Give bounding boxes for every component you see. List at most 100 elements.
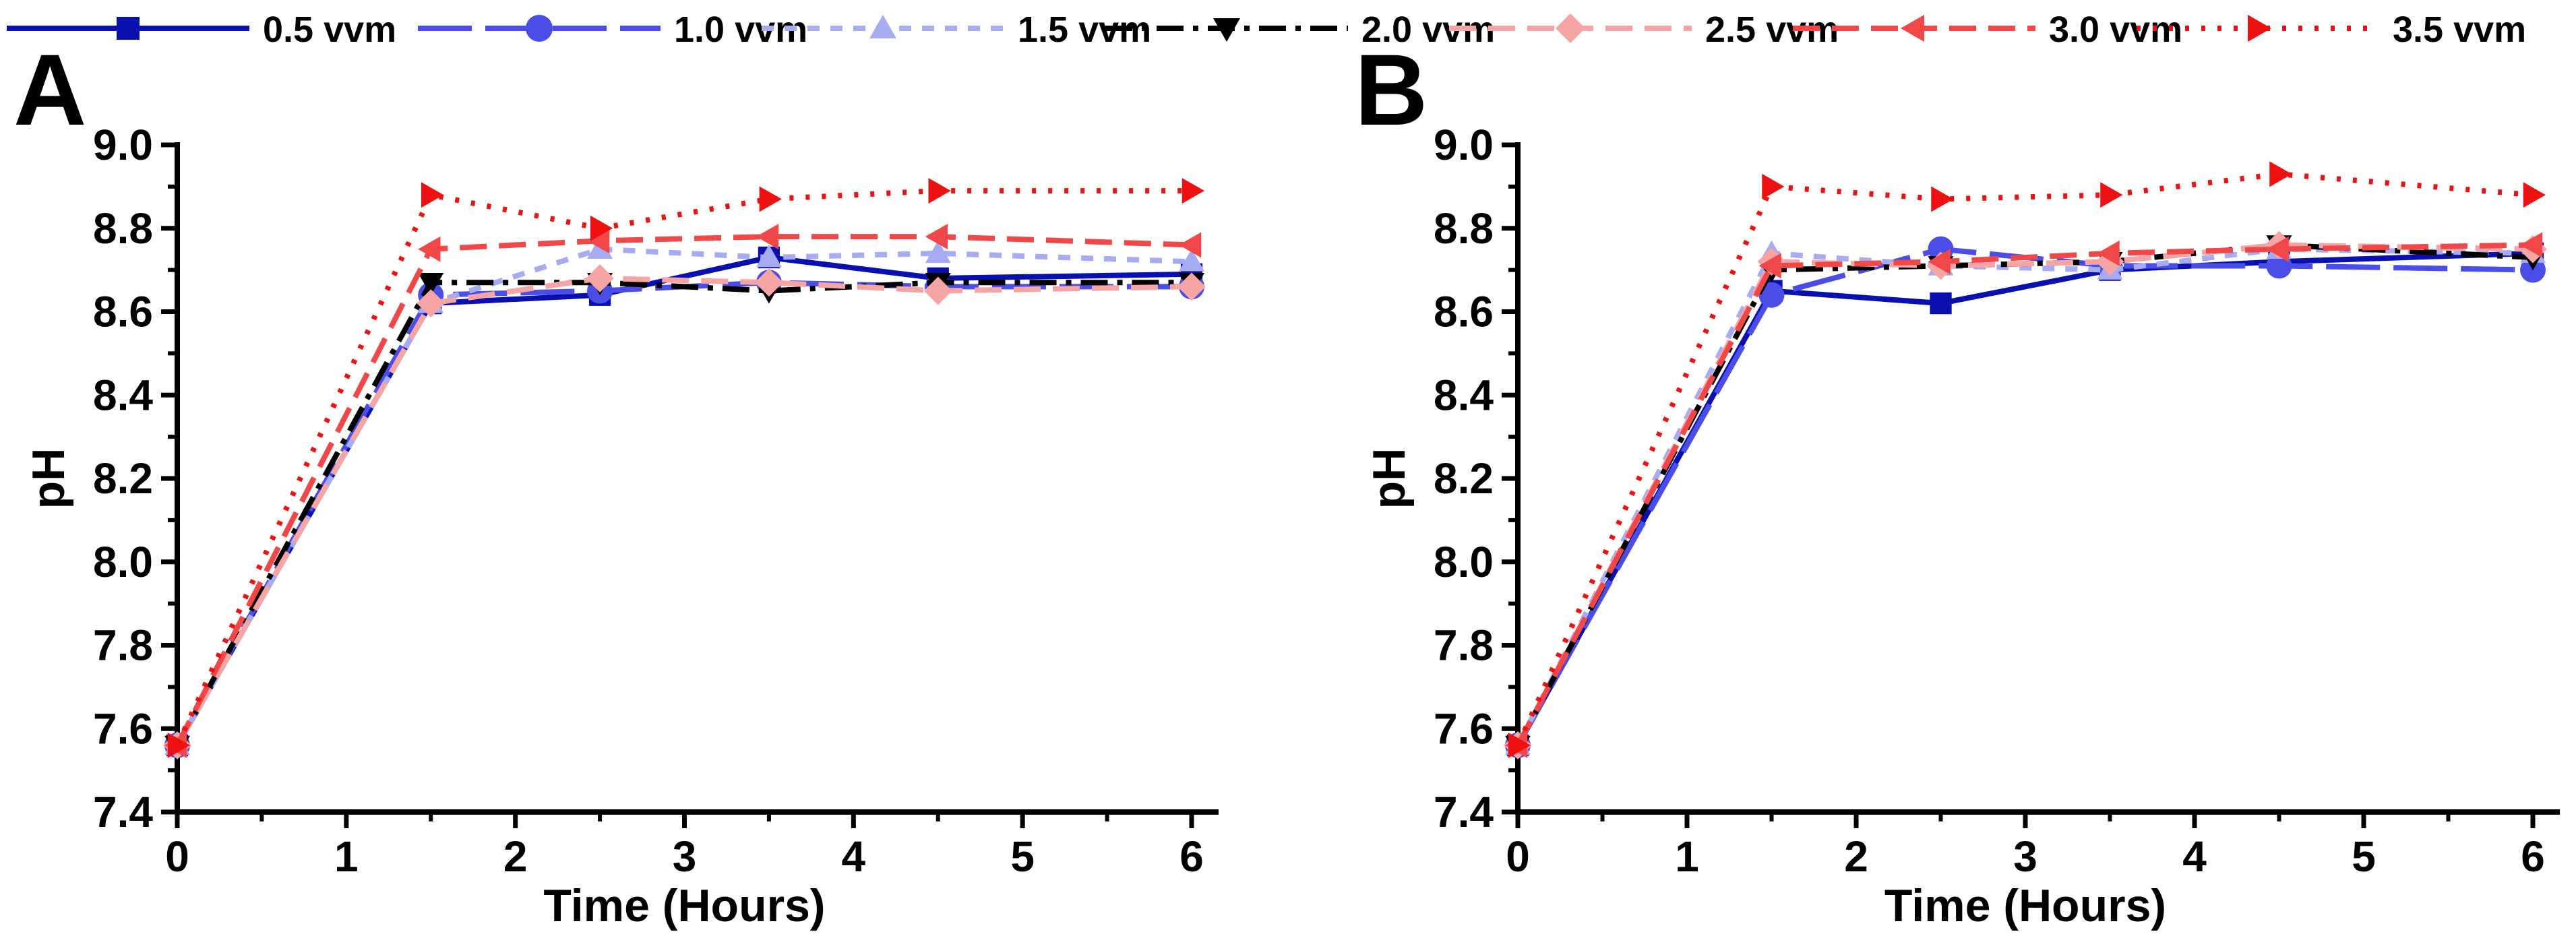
series-0-5-vvm [1506, 242, 2544, 757]
x-tick-label: 3 [673, 832, 697, 881]
x-tick-label: 1 [1675, 832, 1699, 881]
data-point [2100, 182, 2123, 208]
legend-item-3-0-vvm: 3.0 vvm [1793, 9, 2182, 50]
y-tick-label: 7.8 [1434, 621, 1494, 670]
series-line [175, 280, 1192, 747]
data-point [2523, 182, 2546, 208]
data-point [421, 182, 444, 208]
data-point [1508, 733, 1531, 758]
legend-item-3-5-vvm: 3.5 vvm [2137, 9, 2526, 50]
legend-item-0-5-vvm: 0.5 vvm [7, 9, 396, 50]
diamond-marker-icon [1556, 13, 1585, 43]
data-point [925, 224, 948, 250]
plot-area [1504, 161, 2547, 759]
data-point [923, 276, 952, 305]
data-point [755, 268, 783, 297]
data-point [1928, 249, 1951, 275]
series-3-0-vvm [164, 224, 1202, 758]
data-point [1758, 253, 1781, 279]
y-axis-title: pH [23, 448, 74, 509]
data-point [756, 245, 782, 268]
y-tick-label: 7.4 [1434, 788, 1494, 836]
series-2-0-vvm [164, 272, 1204, 758]
panel-a-chart: A 7.4 7.6 7.8 8.0 8.2 8.4 8.6 8.8 9.0 0 1 2 3 4 5 6 Time … [13, 33, 1219, 931]
data-point [2097, 240, 2120, 266]
data-point [925, 240, 951, 263]
x-tick-label: 6 [2521, 832, 2545, 881]
x-axis-title: Time (Hours) [1884, 880, 2166, 931]
series-line [175, 280, 1192, 747]
y-tick-label: 7.6 [1434, 704, 1494, 753]
y-tick-label: 8.2 [93, 454, 153, 503]
series-2-0-vvm [1505, 235, 2546, 758]
square-marker-icon [117, 17, 140, 40]
data-point [586, 264, 614, 292]
data-point [759, 186, 782, 212]
x-tick-label: 0 [1506, 832, 1530, 881]
data-point [1179, 232, 1202, 258]
axes: 7.4 7.6 7.8 8.0 8.2 8.4 8.6 8.8 9.0 0 1 2 3 4 5 6 Time (… [1363, 121, 2560, 931]
data-point [2269, 161, 2292, 187]
data-point [1930, 292, 1952, 315]
series-line [175, 276, 1192, 747]
series-1-0-vvm [164, 270, 1204, 758]
triangle-down-marker-icon [1213, 18, 1240, 42]
axes: 7.4 7.6 7.8 8.0 8.2 8.4 8.6 8.8 9.0 0 1 2 3 4 5 6 Time (… [23, 121, 1219, 931]
y-tick-label: 8.4 [93, 371, 153, 419]
legend-label: 3.0 vvm [2049, 9, 2182, 50]
x-tick-label: 0 [165, 832, 189, 881]
series-line [1515, 242, 2534, 747]
x-tick-label: 6 [1179, 832, 1204, 881]
y-tick-label: 8.6 [1434, 288, 1494, 336]
series-line [1515, 246, 2534, 747]
y-tick-label: 8.8 [1434, 204, 1494, 253]
series-line [1515, 242, 2534, 747]
series-1-0-vvm [1505, 236, 2546, 758]
y-tick-label: 8.8 [93, 204, 153, 253]
data-point [418, 272, 444, 296]
y-tick-label: 7.8 [93, 621, 153, 670]
y-tick-label: 9.0 [93, 121, 153, 169]
series-3-5-vvm [167, 178, 1204, 758]
y-tick-label: 8.0 [1434, 538, 1494, 586]
data-point [1182, 178, 1204, 204]
x-tick-label: 2 [503, 832, 528, 881]
data-point [1931, 186, 1954, 212]
x-axis-title: Time (Hours) [543, 880, 825, 931]
x-tick-label: 5 [2352, 832, 2376, 881]
circle-marker-icon [526, 15, 553, 42]
y-tick-label: 8.2 [1434, 454, 1494, 503]
data-point [417, 289, 446, 318]
series-2-5-vvm [163, 264, 1206, 759]
y-tick-label: 7.4 [93, 788, 153, 836]
x-tick-label: 5 [1010, 832, 1035, 881]
y-axis-title: pH [1363, 448, 1415, 509]
x-tick-label: 3 [2013, 832, 2037, 881]
y-tick-label: 8.0 [93, 538, 153, 586]
data-point [1177, 272, 1206, 301]
series-line [175, 246, 1192, 747]
data-point [1179, 249, 1204, 272]
series-line [1515, 250, 2534, 747]
triangle-left-marker-icon [1901, 15, 1924, 42]
series-line [1515, 246, 2534, 747]
y-tick-label: 7.6 [93, 704, 153, 753]
data-point [590, 215, 613, 241]
legend-item-2-5-vvm: 2.5 vvm [1449, 9, 1839, 50]
x-tick-label: 1 [334, 832, 359, 881]
series-line [1515, 171, 2534, 747]
panel-label: B [1355, 33, 1428, 146]
data-point [418, 236, 441, 262]
series-line [175, 188, 1192, 747]
triangle-up-marker-icon [869, 15, 896, 38]
panel-label: A [13, 33, 86, 146]
y-tick-label: 8.6 [93, 288, 153, 336]
legend: 0.5 vvm 1.0 vvm 1.5 vvm 2.0 vvm 2.5 vvm 3.0 v… [7, 9, 2526, 50]
series-3-5-vvm [1508, 161, 2546, 758]
data-point [756, 224, 779, 250]
data-point [2095, 247, 2124, 276]
data-point [928, 178, 951, 204]
legend-item-1-5-vvm: 1.5 vvm [762, 9, 1151, 50]
panel-b-chart: B 7.4 7.6 7.8 8.0 8.2 8.4 8.6 8.8 9.0 0 1 2 3 4 5 6 Time … [1355, 33, 2560, 931]
